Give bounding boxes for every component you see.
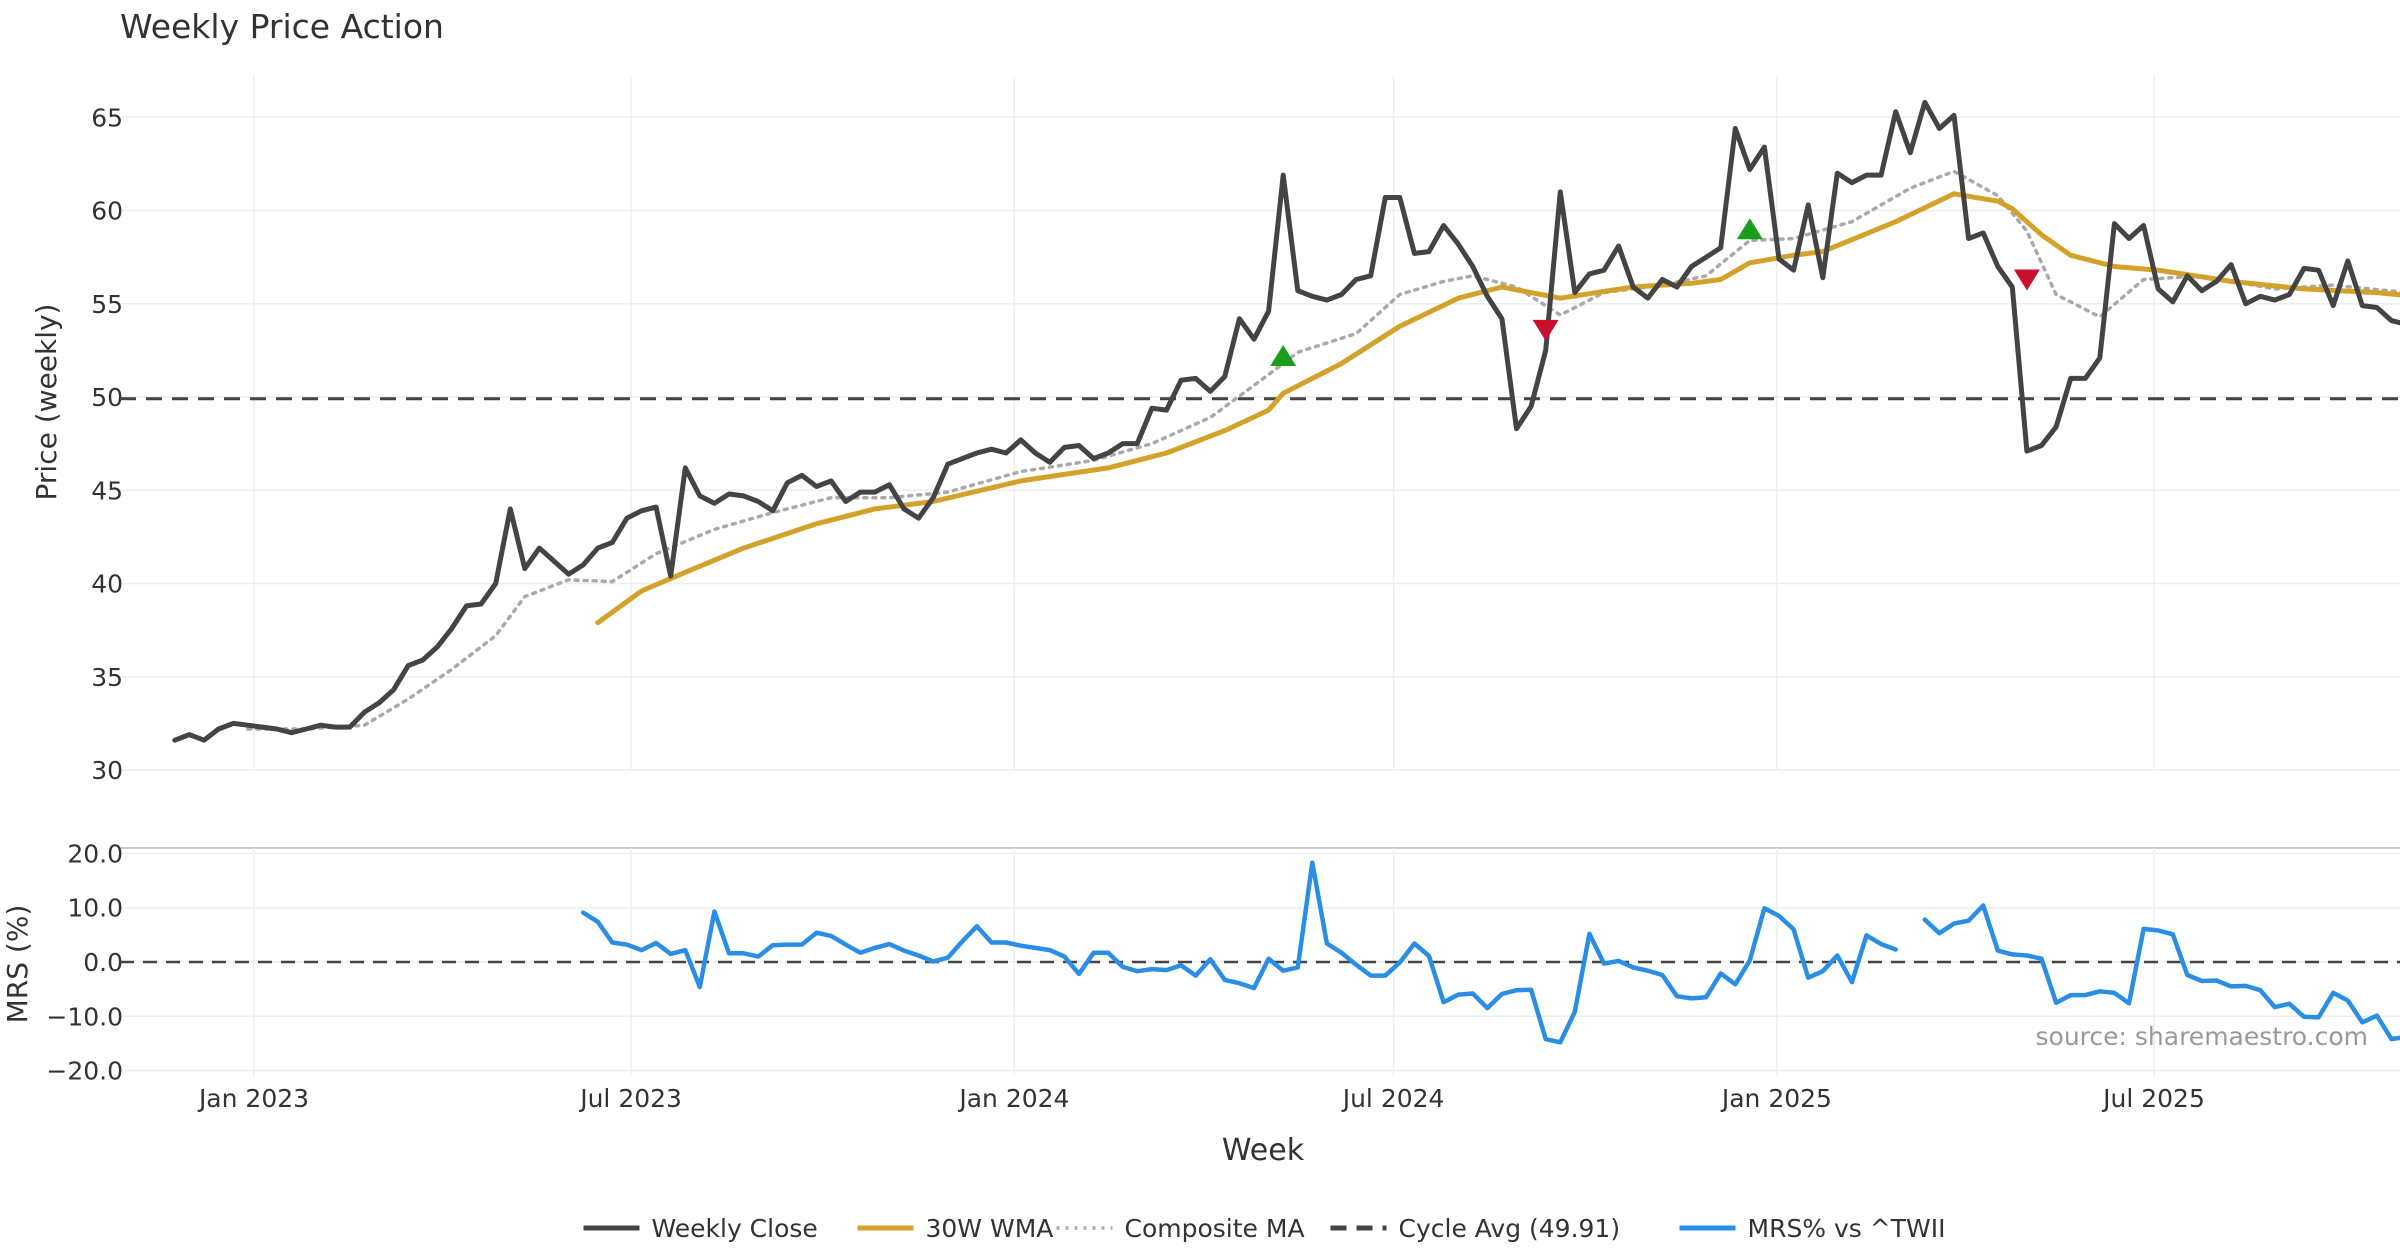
price-y-tick-labels: 30 35 40 45 50 55 60 65 — [91, 103, 123, 785]
x-tick-label: Jan 2023 — [197, 1084, 309, 1113]
signal-markers — [1270, 218, 2040, 366]
mrs-y-tick-label: 10.0 — [67, 894, 123, 923]
legend-label: Weekly Close — [652, 1214, 818, 1243]
mrs-series-line — [580, 860, 2400, 1045]
mrs-y-tick-label: 20.0 — [67, 839, 123, 868]
legend: Weekly Close 30W WMA Composite MA Cycle Avg… — [583, 1214, 1946, 1243]
price-y-tick-label: 50 — [91, 383, 123, 412]
x-tick-label: Jan 2024 — [957, 1084, 1069, 1113]
x-tick-label: Jul 2025 — [2101, 1084, 2205, 1113]
price-y-tick-label: 40 — [91, 570, 123, 599]
composite-ma-line — [246, 169, 2400, 731]
price-panel: 30 35 40 45 50 55 60 65 Price (weekly) — [30, 76, 2400, 785]
legend-label: MRS% vs ^TWII — [1748, 1214, 1946, 1243]
mrs-y-tick-label: −10.0 — [46, 1002, 123, 1031]
legend-label: Cycle Avg (49.91) — [1399, 1214, 1621, 1243]
mrs-line-segment — [580, 860, 1898, 1045]
legend-item: MRS% vs ^TWII — [1679, 1214, 1946, 1243]
price-y-tick-label: 65 — [91, 103, 123, 132]
buy-signal-marker — [1736, 218, 1763, 240]
x-tick-label: Jan 2025 — [1720, 1084, 1832, 1113]
legend-item: Composite MA — [1056, 1214, 1305, 1243]
weekly-close-line — [172, 99, 2400, 743]
price-series-lines — [172, 99, 2400, 743]
legend-label: 30W WMA — [926, 1214, 1054, 1243]
x-tick-label: Jul 2023 — [578, 1084, 682, 1113]
mrs-y-tick-labels: −20.0 −10.0 0.0 10.0 20.0 — [46, 839, 123, 1085]
sell-signal-marker — [1532, 319, 1559, 341]
mrs-y-axis-label: MRS (%) — [1, 905, 34, 1024]
price-y-axis-label: Price (weekly) — [30, 304, 63, 501]
price-y-tick-label: 30 — [91, 756, 123, 785]
buy-signal-marker — [1270, 345, 1297, 366]
price-y-tick-label: 35 — [91, 663, 123, 692]
source-watermark: source: sharemaestro.com — [2036, 1022, 2369, 1051]
price-y-tick-label: 55 — [91, 290, 123, 319]
sell-signal-marker — [2013, 269, 2040, 291]
chart-title: Weekly Price Action — [120, 7, 444, 46]
mrs-y-tick-label: 0.0 — [83, 948, 123, 977]
legend-item: Weekly Close — [583, 1214, 818, 1243]
legend-item: Cycle Avg (49.91) — [1330, 1214, 1621, 1243]
price-y-tick-label: 45 — [91, 476, 123, 505]
mrs-y-tick-label: −20.0 — [46, 1057, 123, 1086]
legend-label: Composite MA — [1125, 1214, 1305, 1243]
price-y-tick-label: 60 — [91, 197, 123, 226]
x-tick-labels: Jan 2023 Jul 2023 Jan 2024 Jul 2024 Jan 2025… — [197, 1084, 2205, 1113]
legend-item: 30W WMA — [857, 1214, 1054, 1243]
mrs-panel: −20.0 −10.0 0.0 10.0 20.0 MRS (%) source: sh… — [1, 839, 2400, 1086]
x-axis-label: Week — [1222, 1133, 1305, 1168]
mrs-line-segment — [1922, 903, 2400, 1042]
x-tick-label: Jul 2024 — [1341, 1084, 1445, 1113]
